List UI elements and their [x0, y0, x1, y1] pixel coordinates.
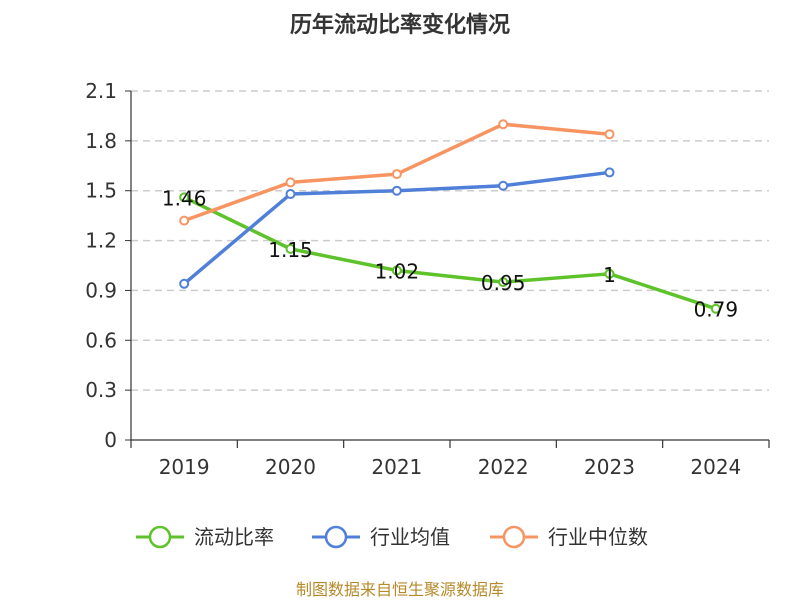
data-point [179, 192, 190, 203]
data-point [604, 268, 615, 279]
legend-swatch-marker [324, 525, 348, 549]
data-point [710, 303, 721, 314]
data-point [285, 189, 296, 200]
y-tick-label: 2.1 [85, 79, 117, 103]
y-tick-label: 0.9 [85, 278, 117, 302]
x-tick-label: 2019 [159, 455, 210, 479]
y-tick-label: 1.5 [85, 179, 117, 203]
axes: 0 0.3 0.6 0.9 1.2 1.5 1.8 2.1 2019 2020 2021 2022 20… [85, 79, 770, 479]
data-point [179, 215, 190, 226]
y-tick-label: 0.6 [85, 328, 117, 352]
data-labels: 1.46 1.15 1.02 0.95 1 0.79 [162, 186, 738, 321]
data-point [391, 185, 402, 196]
x-tick-label: 2023 [584, 455, 635, 479]
data-label: 1.15 [268, 238, 313, 262]
legend-item-label: 行业均值 [370, 525, 450, 549]
series-line-0 [182, 195, 718, 311]
data-point [498, 277, 509, 288]
y-tick-label: 0.3 [85, 378, 117, 402]
data-label: 1.46 [162, 186, 207, 210]
data-label: 0.95 [481, 271, 526, 295]
data-point [498, 119, 509, 130]
data-point [285, 243, 296, 254]
legend[interactable]: 流动比率 行业均值 行业中位数 [136, 525, 648, 549]
y-tick-label: 0 [104, 428, 117, 452]
data-point [498, 180, 509, 191]
legend-item-label: 流动比率 [194, 525, 274, 549]
data-point [285, 177, 296, 188]
y-tick-label: 1.8 [85, 129, 117, 153]
legend-swatch-marker [502, 525, 526, 549]
x-tick-label: 2022 [478, 455, 529, 479]
source-footer: 制图数据来自恒生聚源数据库 [296, 580, 504, 599]
x-tick-label: 2024 [690, 455, 741, 479]
data-point [391, 265, 402, 276]
x-tick-label: 2020 [265, 455, 316, 479]
y-tick-label: 1.2 [85, 229, 117, 253]
series-lines [179, 119, 721, 314]
chart-title: 历年流动比率变化情况 [290, 12, 510, 38]
data-point [604, 129, 615, 140]
data-point [179, 278, 190, 289]
data-label: 1.02 [375, 259, 420, 283]
data-label: 1 [603, 263, 616, 287]
data-label: 0.79 [694, 298, 739, 322]
data-point [391, 169, 402, 180]
grid-lines [131, 90, 769, 391]
legend-item-label: 行业中位数 [548, 525, 648, 549]
legend-swatch-marker [148, 525, 172, 549]
data-point [604, 167, 615, 178]
x-tick-label: 2021 [371, 455, 422, 479]
